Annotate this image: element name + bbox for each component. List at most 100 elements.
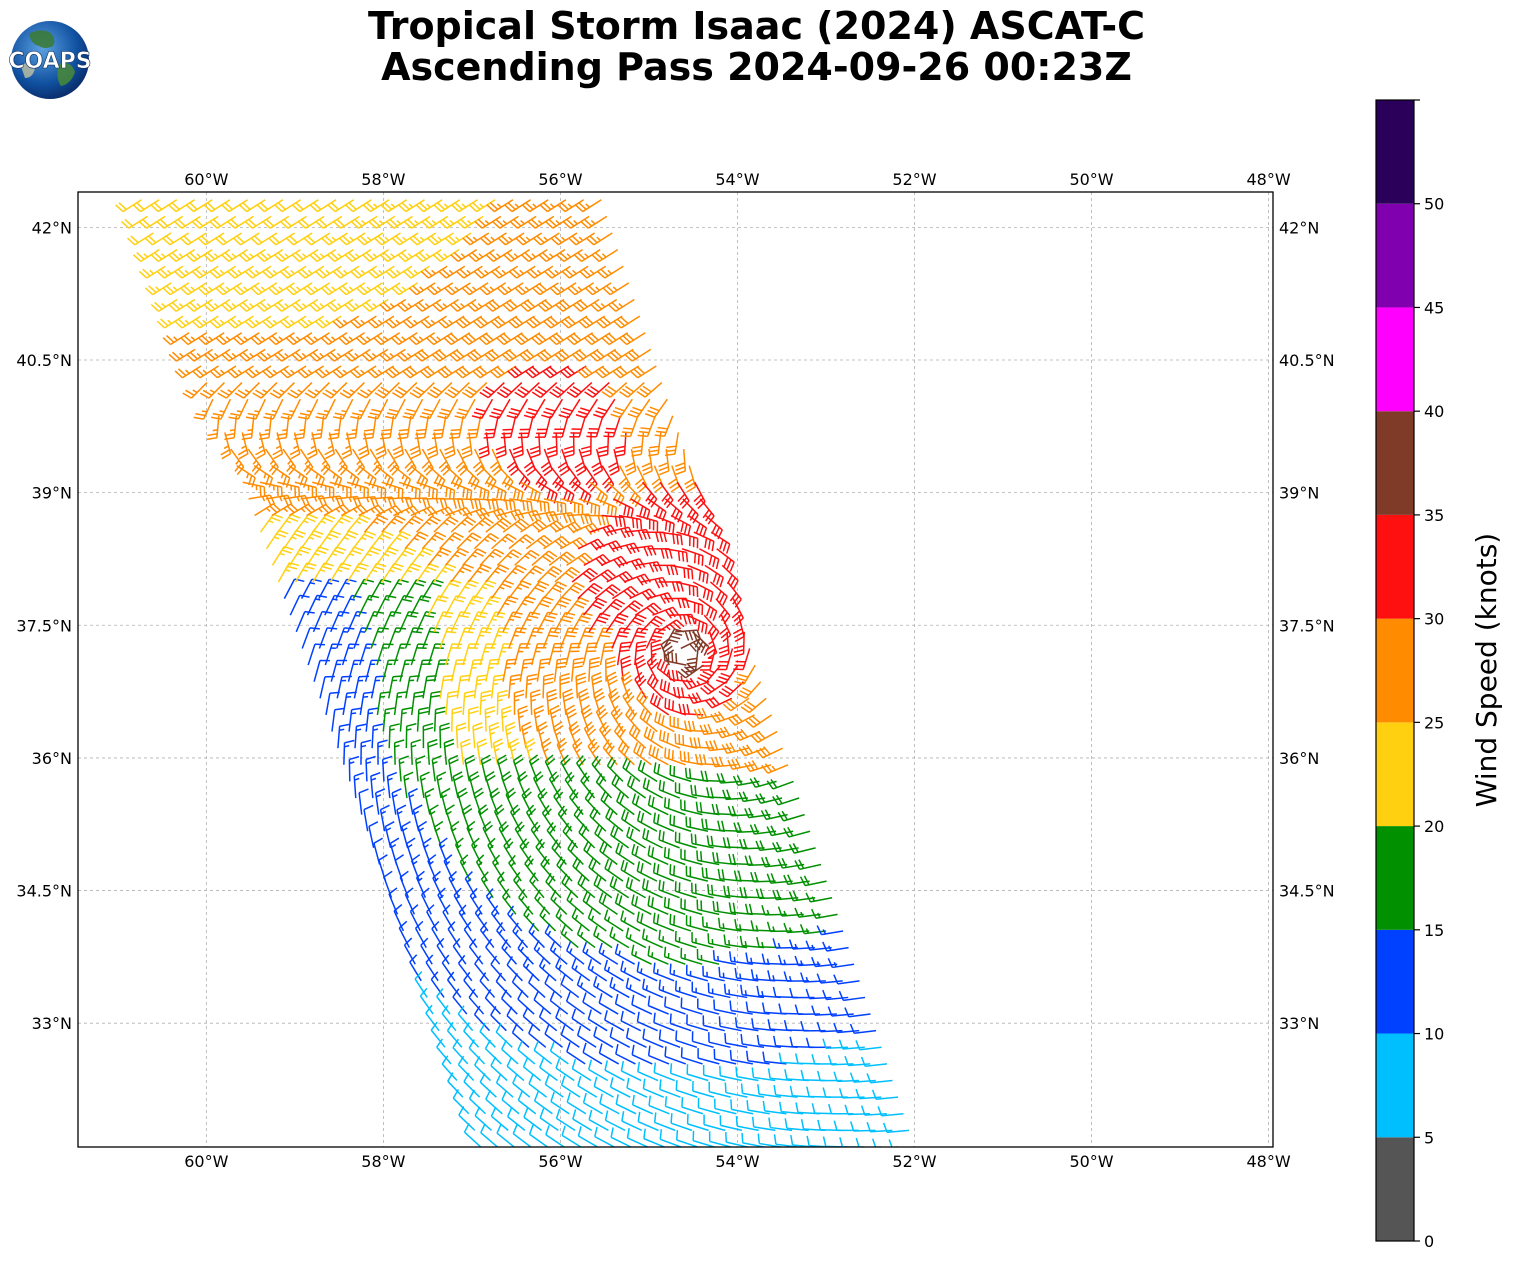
wind-barb bbox=[772, 889, 799, 901]
wind-barb bbox=[473, 787, 484, 815]
wind-barb bbox=[631, 1094, 654, 1115]
wind-barb bbox=[571, 1058, 592, 1082]
wind-barb bbox=[215, 232, 243, 246]
wind-barb bbox=[560, 315, 588, 329]
colorbar-bin bbox=[1376, 307, 1414, 412]
wind-barb bbox=[674, 733, 698, 749]
wind-barb bbox=[476, 738, 488, 765]
wind-barb bbox=[700, 681, 727, 695]
wind-barb bbox=[466, 348, 494, 362]
wind-barb bbox=[538, 1007, 558, 1032]
wind-barb bbox=[197, 332, 225, 346]
wind-barb bbox=[593, 1076, 614, 1098]
wind-barb bbox=[565, 704, 578, 732]
wind-barb bbox=[474, 1106, 493, 1131]
wind-barb bbox=[772, 794, 800, 806]
wind-barb bbox=[168, 348, 196, 362]
wind-barb bbox=[520, 248, 548, 263]
wind-barb bbox=[594, 824, 613, 849]
wind-barb bbox=[658, 1029, 681, 1048]
wind-barb bbox=[576, 975, 597, 999]
wind-barb bbox=[524, 855, 539, 882]
wind-barb bbox=[519, 298, 547, 312]
wind-barb bbox=[250, 282, 278, 296]
wind-barb bbox=[276, 415, 290, 440]
colorbar-frame bbox=[1375, 99, 1415, 1242]
wind-barb bbox=[685, 816, 709, 832]
wind-barb bbox=[697, 998, 720, 1015]
wind-barb bbox=[437, 365, 465, 379]
wind-barb bbox=[778, 1052, 804, 1065]
lon-tick-label-top: 48°W bbox=[1246, 170, 1290, 189]
wind-barb bbox=[427, 643, 445, 666]
wind-barb bbox=[238, 298, 266, 312]
wind-barb bbox=[738, 791, 766, 803]
wind-barb bbox=[816, 1021, 843, 1033]
wind-barb bbox=[472, 365, 500, 379]
wind-barb bbox=[741, 1132, 765, 1147]
wind-barb bbox=[675, 1030, 698, 1049]
wind-barb bbox=[242, 481, 266, 497]
wind-barb bbox=[799, 875, 827, 887]
wind-barb bbox=[483, 415, 499, 439]
wind-barb bbox=[546, 432, 558, 459]
wind-barb bbox=[788, 939, 815, 950]
wind-barb bbox=[381, 562, 404, 583]
wind-barb bbox=[817, 1119, 843, 1132]
wind-barb bbox=[439, 722, 450, 749]
wind-barb bbox=[377, 739, 388, 765]
wind-barb bbox=[343, 739, 355, 765]
wind-barb bbox=[388, 887, 399, 915]
wind-barb bbox=[356, 232, 384, 246]
wind-barb bbox=[559, 365, 587, 379]
lat-tick-label-left: 34.5°N bbox=[16, 882, 72, 901]
wind-barb bbox=[706, 884, 731, 899]
wind-barb bbox=[341, 432, 353, 460]
wind-barb bbox=[341, 643, 360, 666]
wind-barb bbox=[221, 248, 248, 263]
wind-barb bbox=[174, 265, 201, 279]
wind-barb bbox=[571, 567, 598, 583]
wind-barb bbox=[616, 641, 632, 666]
wind-barb bbox=[489, 787, 501, 815]
wind-barb bbox=[664, 747, 686, 766]
wind-barb bbox=[530, 643, 548, 666]
wind-barb bbox=[433, 481, 456, 501]
wind-barb bbox=[566, 1092, 587, 1115]
wind-barb bbox=[548, 596, 572, 616]
wind-barb bbox=[485, 658, 501, 682]
wind-barb bbox=[544, 1024, 564, 1048]
wind-barb bbox=[467, 611, 488, 633]
wind-barb bbox=[374, 382, 400, 399]
wind-barb bbox=[663, 946, 686, 965]
wind-barb bbox=[591, 248, 619, 263]
wind-barb bbox=[466, 820, 477, 849]
wind-barb bbox=[500, 415, 517, 439]
wind-barb bbox=[604, 1110, 626, 1132]
wind-barb bbox=[511, 972, 529, 998]
wind-barb bbox=[707, 933, 731, 949]
wind-barb bbox=[509, 215, 537, 229]
wind-barb bbox=[303, 232, 331, 246]
wind-barb bbox=[594, 365, 622, 379]
wind-barb bbox=[408, 282, 436, 296]
wind-barb bbox=[506, 955, 523, 982]
wind-barb bbox=[589, 806, 607, 832]
wind-barb bbox=[612, 365, 640, 379]
wind-barb bbox=[365, 755, 376, 782]
wind-barb bbox=[744, 903, 770, 916]
wind-barb bbox=[501, 705, 512, 732]
wind-barb bbox=[419, 398, 441, 420]
wind-barb bbox=[684, 465, 697, 493]
wind-barb bbox=[715, 664, 739, 685]
wind-barb bbox=[450, 248, 478, 263]
wind-barb bbox=[631, 1044, 653, 1065]
wind-barb bbox=[330, 610, 350, 633]
wind-barb bbox=[433, 706, 446, 732]
wind-barb bbox=[256, 199, 284, 213]
wind-barb bbox=[501, 1090, 520, 1115]
wind-barb bbox=[629, 365, 657, 379]
wind-barb bbox=[396, 804, 407, 832]
wind-barb bbox=[384, 365, 412, 379]
wind-barb bbox=[669, 1013, 692, 1032]
